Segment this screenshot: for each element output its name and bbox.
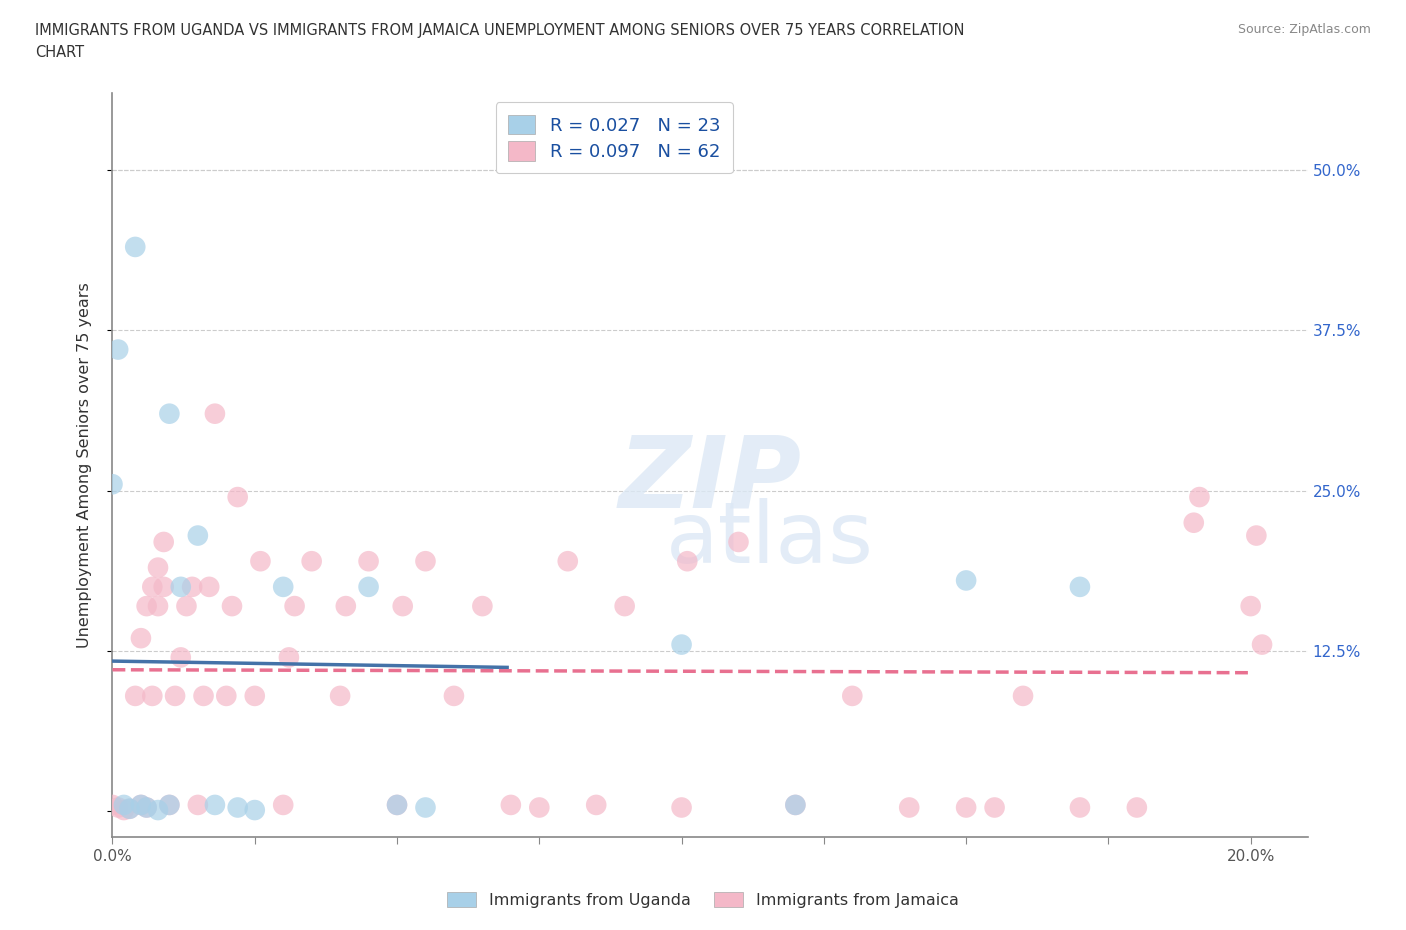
Point [165,688,187,703]
Point [415,553,437,568]
Point [335,599,357,614]
Point [170,650,193,665]
Point [157,798,180,813]
Point [129,798,152,813]
Point [443,688,465,703]
Point [676,553,699,568]
Point [181,579,204,594]
Point [357,553,380,568]
Point [204,406,226,421]
Point [585,798,607,813]
Point [1251,637,1274,652]
Y-axis label: Unemployment Among Seniors over 75 years: Unemployment Among Seniors over 75 years [77,282,91,648]
Point [107,800,129,815]
Point [112,798,135,813]
Point [557,553,579,568]
Text: Source: ZipAtlas.com: Source: ZipAtlas.com [1237,23,1371,36]
Point [221,599,243,614]
Text: atlas: atlas [666,498,873,581]
Point [124,240,146,255]
Point [1188,489,1211,504]
Point [385,798,408,813]
Point [112,803,135,817]
Text: ZIP: ZIP [619,432,801,528]
Point [187,798,209,813]
Point [955,573,977,588]
Point [983,800,1005,815]
Point [141,688,163,703]
Point [157,798,180,813]
Point [1240,599,1263,614]
Point [135,599,157,614]
Point [204,798,226,813]
Point [1182,515,1205,530]
Point [226,489,249,504]
Point [135,800,157,815]
Point [141,579,163,594]
Point [727,535,749,550]
Point [146,560,169,575]
Point [1069,800,1091,815]
Point [176,599,198,614]
Point [107,342,129,357]
Point [124,688,146,703]
Legend: Immigrants from Uganda, Immigrants from Jamaica: Immigrants from Uganda, Immigrants from … [440,885,966,914]
Point [284,599,307,614]
Point [385,798,408,813]
Point [955,800,977,815]
Point [226,800,249,815]
Point [277,650,299,665]
Point [415,800,437,815]
Point [785,798,807,813]
Point [1012,688,1035,703]
Point [198,579,221,594]
Point [101,798,124,813]
Point [329,688,352,703]
Point [1126,800,1149,815]
Legend: R = 0.027   N = 23, R = 0.097   N = 62: R = 0.027 N = 23, R = 0.097 N = 62 [496,102,733,173]
Point [785,798,807,813]
Point [471,599,494,614]
Point [671,637,693,652]
Point [841,688,863,703]
Point [152,535,174,550]
Point [301,553,323,568]
Point [146,599,169,614]
Point [499,798,522,813]
Point [187,528,209,543]
Point [118,802,141,817]
Text: IMMIGRANTS FROM UGANDA VS IMMIGRANTS FROM JAMAICA UNEMPLOYMENT AMONG SENIORS OVE: IMMIGRANTS FROM UGANDA VS IMMIGRANTS FRO… [35,23,965,38]
Point [391,599,413,614]
Point [118,802,141,817]
Point [243,688,266,703]
Point [135,800,157,815]
Point [170,579,193,594]
Text: CHART: CHART [35,45,84,60]
Point [193,688,215,703]
Point [243,803,266,817]
Point [613,599,636,614]
Point [249,553,271,568]
Point [129,798,152,813]
Point [1246,528,1268,543]
Point [215,688,238,703]
Point [146,803,169,817]
Point [357,579,380,594]
Point [898,800,921,815]
Point [671,800,693,815]
Point [529,800,551,815]
Point [129,631,152,645]
Point [1069,579,1091,594]
Point [157,406,180,421]
Point [101,477,124,492]
Point [152,579,174,594]
Point [271,579,294,594]
Point [271,798,294,813]
